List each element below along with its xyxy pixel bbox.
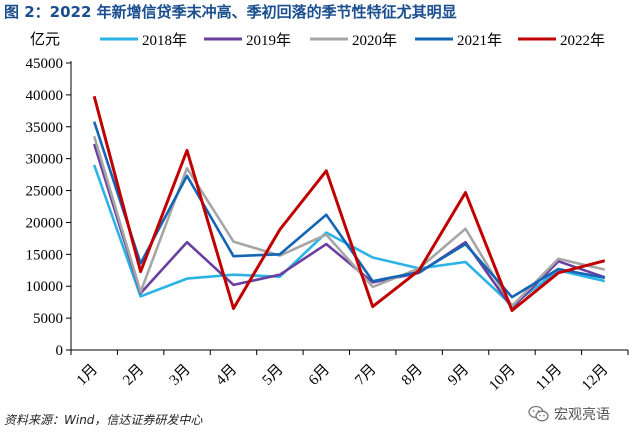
chart-title: 图 2：2022 年新增信贷季末冲高、季初回落的季节性特征尤其明显	[4, 3, 457, 21]
y-tick-label: 40000	[26, 88, 64, 104]
y-tick-label: 35000	[26, 120, 64, 136]
y-tick-label: 20000	[26, 215, 64, 231]
y-tick-label: 25000	[26, 184, 64, 200]
legend-label: 2021年	[457, 32, 502, 49]
x-tick-label: 3月	[167, 362, 194, 389]
y-axis-label: 亿元	[30, 31, 60, 48]
x-tick-label: 1月	[74, 362, 101, 389]
y-tick-label: 15000	[26, 247, 64, 263]
x-tick-label: 6月	[306, 362, 333, 389]
y-tick-label: 45000	[26, 56, 64, 72]
x-tick-label: 2月	[120, 362, 147, 389]
wechat-icon	[528, 405, 549, 422]
y-tick-label: 0	[56, 343, 64, 359]
series-line-2019年	[92, 143, 606, 310]
legend-label: 2018年	[142, 32, 187, 49]
x-tick-label: 5月	[259, 362, 286, 389]
series-line-2021年	[92, 121, 606, 299]
source-note: 资料来源：Wind，信达证券研发中心	[4, 413, 203, 427]
series-line-2022年	[92, 95, 606, 312]
watermark: 宏观亮语	[528, 404, 610, 424]
series-line-2020年	[92, 135, 606, 308]
legend-label: 2020年	[352, 32, 397, 49]
legend-label: 2019年	[246, 32, 291, 49]
x-tick-label: 11月	[533, 362, 565, 394]
x-tick-label: 4月	[213, 362, 240, 389]
x-tick-label: 10月	[486, 362, 519, 395]
x-tick-label: 7月	[352, 362, 379, 389]
watermark-text: 宏观亮语	[554, 407, 610, 423]
legend-label: 2022年	[560, 32, 605, 49]
x-tick-label: 12月	[579, 362, 612, 395]
y-tick-label: 30000	[26, 152, 64, 168]
y-tick-label: 10000	[26, 279, 64, 295]
y-tick-label: 5000	[33, 311, 63, 327]
x-tick-label: 9月	[445, 362, 472, 389]
x-tick-label: 8月	[399, 362, 426, 389]
